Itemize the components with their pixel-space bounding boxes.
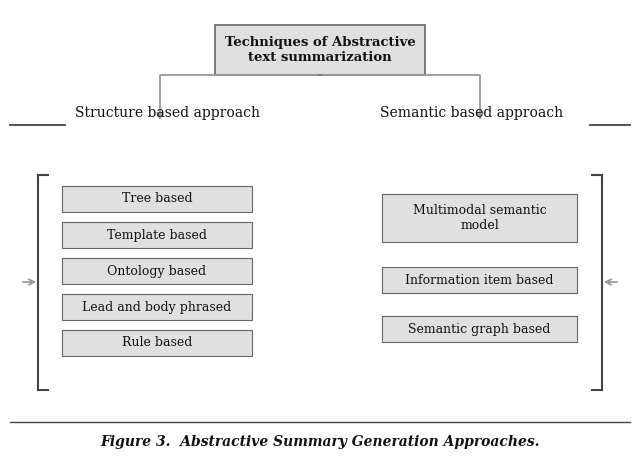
FancyBboxPatch shape — [62, 186, 252, 212]
Text: Rule based: Rule based — [122, 337, 192, 350]
Text: Multimodal semantic
model: Multimodal semantic model — [413, 204, 547, 232]
Text: Semantic based approach: Semantic based approach — [380, 106, 563, 120]
Text: Semantic graph based: Semantic graph based — [408, 322, 550, 336]
Text: Template based: Template based — [107, 228, 207, 242]
Text: Techniques of Abstractive
text summarization: Techniques of Abstractive text summariza… — [225, 36, 415, 64]
Text: Information item based: Information item based — [405, 274, 554, 287]
FancyBboxPatch shape — [215, 25, 425, 75]
FancyBboxPatch shape — [62, 330, 252, 356]
Text: Structure based approach: Structure based approach — [75, 106, 260, 120]
FancyBboxPatch shape — [382, 267, 577, 293]
Text: Ontology based: Ontology based — [108, 265, 207, 277]
FancyBboxPatch shape — [62, 294, 252, 320]
FancyBboxPatch shape — [382, 194, 577, 242]
FancyBboxPatch shape — [62, 222, 252, 248]
FancyBboxPatch shape — [382, 316, 577, 342]
Text: Figure 3.  Abstractive Summary Generation Approaches.: Figure 3. Abstractive Summary Generation… — [100, 435, 540, 449]
Text: Lead and body phrased: Lead and body phrased — [83, 300, 232, 313]
Text: Tree based: Tree based — [122, 193, 192, 205]
FancyBboxPatch shape — [62, 258, 252, 284]
